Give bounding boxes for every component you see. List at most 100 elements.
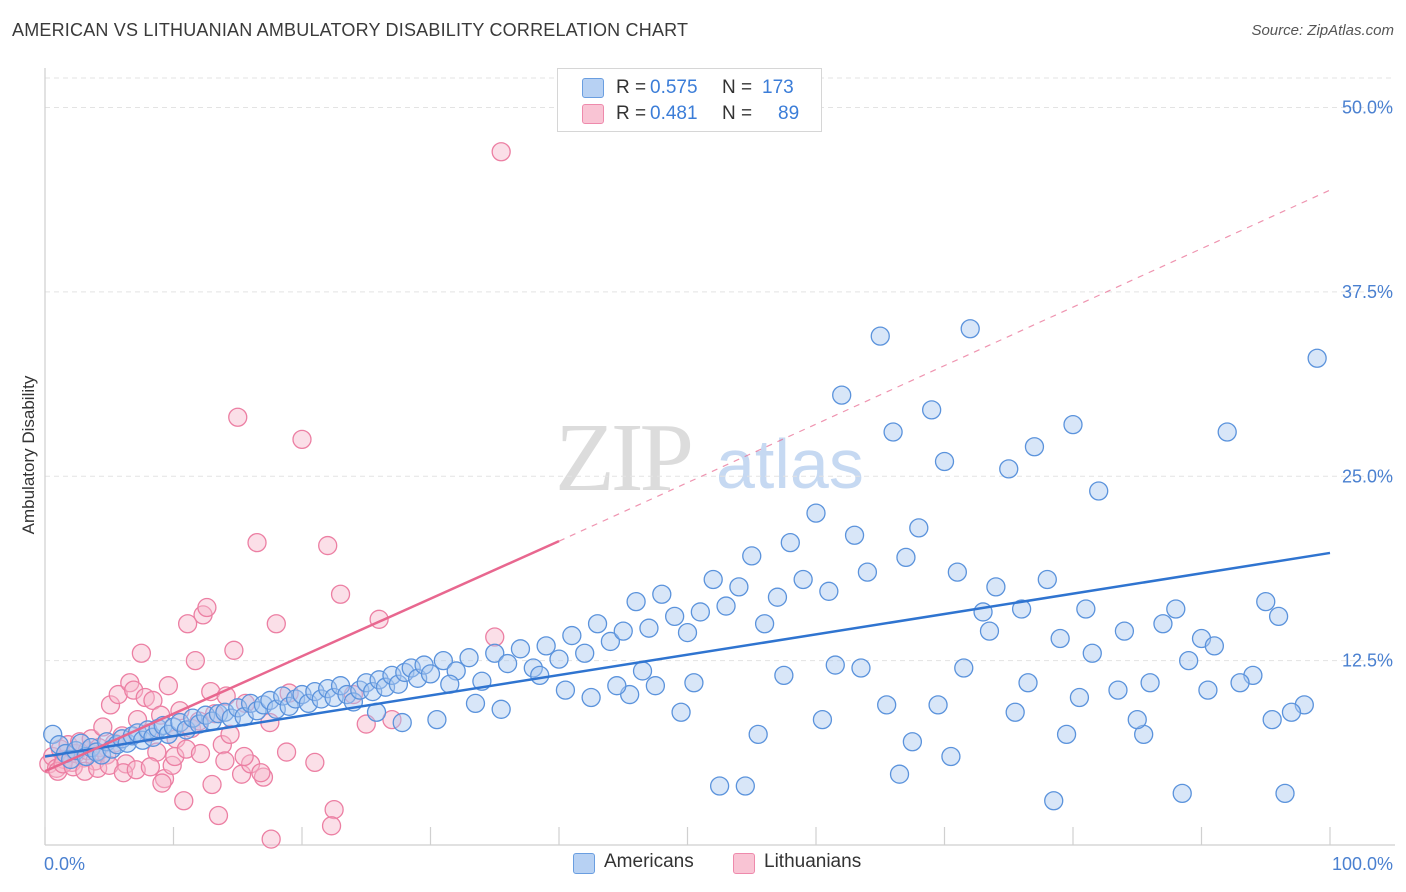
y-tick-label: 12.5% [1342,651,1393,671]
americans-point [671,702,691,722]
americans-point [43,724,63,745]
americans-point [652,584,672,604]
lithuanians-point [135,687,155,708]
americans-point [1114,621,1135,641]
trend-lines [44,189,1331,773]
americans-point [928,695,948,715]
americans-point [922,400,942,420]
americans-point [459,648,479,668]
americans-point [1217,422,1237,442]
americans-point [1281,702,1302,722]
lithuanians-trend-extension [558,189,1331,542]
americans-swatch [582,78,604,98]
americans-point [465,693,486,714]
lithuanians-point [261,829,281,849]
americans-point [889,764,910,784]
americans-point [883,422,903,442]
tick-labels: 12.5% 25.0% 37.5% 50.0% 0.0% 100.0% [44,98,1393,875]
americans-point [1082,643,1102,663]
americans-point [1063,414,1083,435]
americans-point [575,643,595,663]
lithuanians-point [324,799,344,820]
y-tick-label: 37.5% [1342,282,1393,302]
americans-point [767,587,788,607]
americans-point [1198,680,1218,700]
r-label: R = [616,77,647,98]
americans-point [690,602,710,622]
n-value: 173 [762,77,794,98]
americans-trend-line [44,551,1331,758]
r-value: 0.481 [650,103,698,124]
americans-point [632,661,653,681]
lithuanians-point [212,735,232,755]
americans-point [902,732,923,752]
americans-point [877,695,897,715]
lithuanians-point [93,717,113,737]
americans-point [793,569,813,590]
americans-point [581,687,601,708]
americans-point [523,658,543,678]
americans-point [1069,687,1090,708]
americans-point [716,596,736,616]
watermark-atlas: atlas [716,425,864,503]
americans-point [536,636,556,656]
americans-point [986,577,1006,597]
lithuanians-label: Lithuanians [764,851,862,872]
americans-point [639,618,659,638]
chart-title: AMERICAN VS LITHUANIAN AMBULATORY DISABI… [12,20,689,40]
americans-point [1037,569,1057,590]
americans-point [819,581,839,601]
axes [44,68,1395,846]
lithuanians-point [276,742,297,762]
lithuanians-point [485,627,505,647]
americans-point [555,680,576,700]
lithuanians-point [165,746,185,767]
americans-point [1256,591,1276,612]
americans-point [1011,599,1032,619]
americans-point [1275,783,1295,804]
americans-point [645,676,666,696]
americans-point [1153,614,1173,634]
lithuanians-point [228,407,248,427]
lithuanians-point [491,142,511,162]
americans-point [420,664,441,684]
lithuanians-point [330,584,351,604]
lithuanians-point [247,532,267,553]
americans-point [1307,348,1327,368]
americans-point [1179,650,1199,671]
lithuanians-point [185,650,205,671]
n-label: N = [722,77,753,98]
americans-point [388,674,409,694]
lithuanians-point [140,757,161,777]
lithuanians-point [197,597,217,618]
americans-point [607,676,627,696]
lithuanians-swatch [582,104,604,124]
americans-point [1140,673,1160,693]
lithuanians-point [208,805,229,826]
americans-point [909,518,929,538]
lithuanians-point [305,752,325,773]
americans-point [979,621,1000,641]
americans-point [754,614,775,634]
americans-point [735,776,755,796]
americans-point [613,621,633,641]
americans-point [587,614,608,634]
americans-point [934,451,955,472]
lithuanians-point [292,429,312,450]
r-label: R = [616,103,647,124]
americans-point [1044,791,1064,811]
americans-point [626,591,646,612]
americans-point [491,699,511,719]
americans-point [600,631,621,652]
lithuanians-point [220,724,240,745]
americans-point [832,385,852,405]
lithuanians-point [321,816,342,836]
americans-point [999,459,1019,479]
americans-point [896,547,916,568]
source-label: Source: ZipAtlas.com [1251,22,1394,39]
americans-point [812,709,833,730]
americans-point [1204,636,1224,656]
lithuanians-point [126,760,146,780]
watermark-zip: ZIP [555,404,690,512]
